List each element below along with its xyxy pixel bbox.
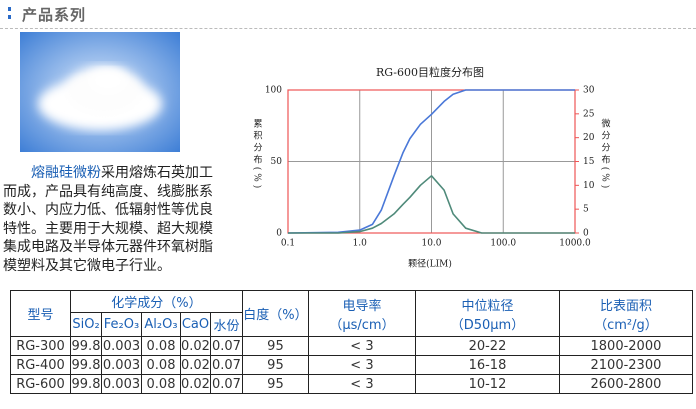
intro-highlight: 熔融硅微粉	[31, 165, 101, 181]
y-tick-label: 100	[265, 86, 282, 96]
product-image	[20, 32, 180, 152]
table-cell: 99.8	[70, 336, 102, 356]
intro-body: 采用熔炼石英加工而成，产品具有纯高度、线膨胀系数小、内应力低、低辐射性等优良特性…	[3, 165, 213, 274]
table-cell: 20-22	[414, 336, 560, 356]
table-cell: 0.07	[209, 336, 243, 356]
table-cell: < 3	[307, 355, 416, 375]
table-cell: 0.08	[141, 336, 181, 356]
table-cell: 99.8	[70, 374, 102, 394]
table-cell: 95	[241, 374, 309, 394]
y2-tick-label: 15	[583, 157, 595, 167]
header-cell: 比表面积 （cm²/g）	[558, 290, 693, 337]
header-line: （μs/cm）	[329, 317, 395, 333]
header-cell: 白度（%）	[241, 290, 309, 337]
header-line: 比表面积	[599, 298, 652, 314]
y2-tick-label: 30	[583, 86, 595, 96]
chart: RG-600目粒度分布图 累积分布(%) 微分分布(%) 颗径(LIM) 0.1…	[252, 65, 611, 270]
table-cell: 1800-2000	[558, 336, 693, 356]
subheader-cell: 水份	[209, 312, 243, 337]
x-tick-label: 100.0	[490, 239, 516, 249]
subheader-cell: CaO	[180, 312, 211, 337]
table-row: RG-400 99.8 0.003 0.08 0.02 0.07 95 < 3 16-18 210…	[10, 355, 693, 375]
table-cell: 0.08	[141, 355, 181, 375]
x-tick-label: 1000.0	[559, 239, 591, 249]
table-cell: RG-600	[10, 374, 71, 394]
bullet	[8, 7, 14, 19]
table-cell: < 3	[307, 374, 416, 394]
table-cell: RG-400	[10, 355, 71, 375]
header-line: （D50μm）	[450, 317, 525, 333]
y-tick-label: 50	[271, 157, 283, 167]
y-axis-label: 累积分布(%)	[252, 119, 263, 192]
spec-table: 型号 化学成分（%） 白度（%） 电导率 （μs/cm） 中位粒径 （D50μm） …	[10, 290, 693, 394]
series-line	[287, 89, 575, 234]
table-row: RG-600 99.8 0.003 0.08 0.02 0.07 95 < 3 10-12 260…	[10, 374, 693, 394]
x-tick-label: 1.0	[353, 239, 368, 249]
table-cell: RG-300	[10, 336, 71, 356]
y-tick-label: 0	[276, 229, 282, 239]
subheader-cell: Al₂O₃	[141, 312, 181, 337]
header-line: 中位粒径	[461, 298, 514, 314]
y2-tick-label: 0	[583, 229, 589, 239]
table-cell: 0.02	[180, 355, 211, 375]
plot-frame	[287, 89, 576, 234]
chart-title: RG-600目粒度分布图	[376, 65, 484, 79]
header: 产品系列	[0, 0, 696, 29]
header-cell: 化学成分（%）	[70, 290, 243, 313]
header-cell: 电导率 （μs/cm）	[307, 290, 416, 337]
table-cell: 16-18	[414, 355, 560, 375]
table-cell: 0.02	[180, 374, 211, 394]
table-cell: 2600-2800	[558, 374, 693, 394]
y2-tick-label: 25	[583, 109, 595, 119]
table-cell: 0.08	[141, 374, 181, 394]
table-cell: 95	[241, 355, 309, 375]
header-cell: 中位粒径 （D50μm）	[414, 290, 560, 337]
y2-axis-label: 微分分布(%)	[600, 118, 611, 192]
header-line: （cm²/g）	[594, 317, 658, 333]
table-row: RG-300 99.8 0.003 0.08 0.02 0.07 95 < 3 20-22 180…	[10, 336, 693, 356]
header-title: 产品系列	[22, 6, 87, 24]
table-cell: 0.07	[209, 355, 243, 375]
table-cell: 99.8	[70, 355, 102, 375]
table-cell: < 3	[307, 336, 416, 356]
table-cell: 10-12	[414, 374, 560, 394]
table-cell: 0.003	[101, 355, 142, 375]
table-cell: 0.02	[180, 336, 211, 356]
table-cell: 2100-2300	[558, 355, 693, 375]
y2-tick-label: 20	[583, 133, 595, 143]
table-cell: 0.003	[101, 336, 142, 356]
x-tick-label: 0.1	[281, 239, 295, 249]
series-line	[288, 175, 575, 234]
table-cell: 0.003	[101, 374, 142, 394]
header-cell: 型号	[10, 290, 71, 337]
table-cell: 0.07	[209, 374, 243, 394]
y2-tick-label: 5	[583, 205, 589, 215]
header-line: 电导率	[342, 298, 382, 314]
y2-tick-label: 10	[583, 181, 595, 191]
x-tick-label: 10.0	[421, 239, 441, 249]
x-axis-label: 颗径(LIM)	[408, 258, 452, 270]
table-cell: 95	[241, 336, 309, 356]
subheader-cell: SiO₂	[70, 312, 102, 337]
intro-text: 熔融硅微粉采用熔炼石英加工而成，产品具有纯高度、线膨胀系数小、内应力低、低辐射性…	[3, 164, 215, 275]
subheader-cell: Fe₂O₃	[101, 312, 142, 337]
